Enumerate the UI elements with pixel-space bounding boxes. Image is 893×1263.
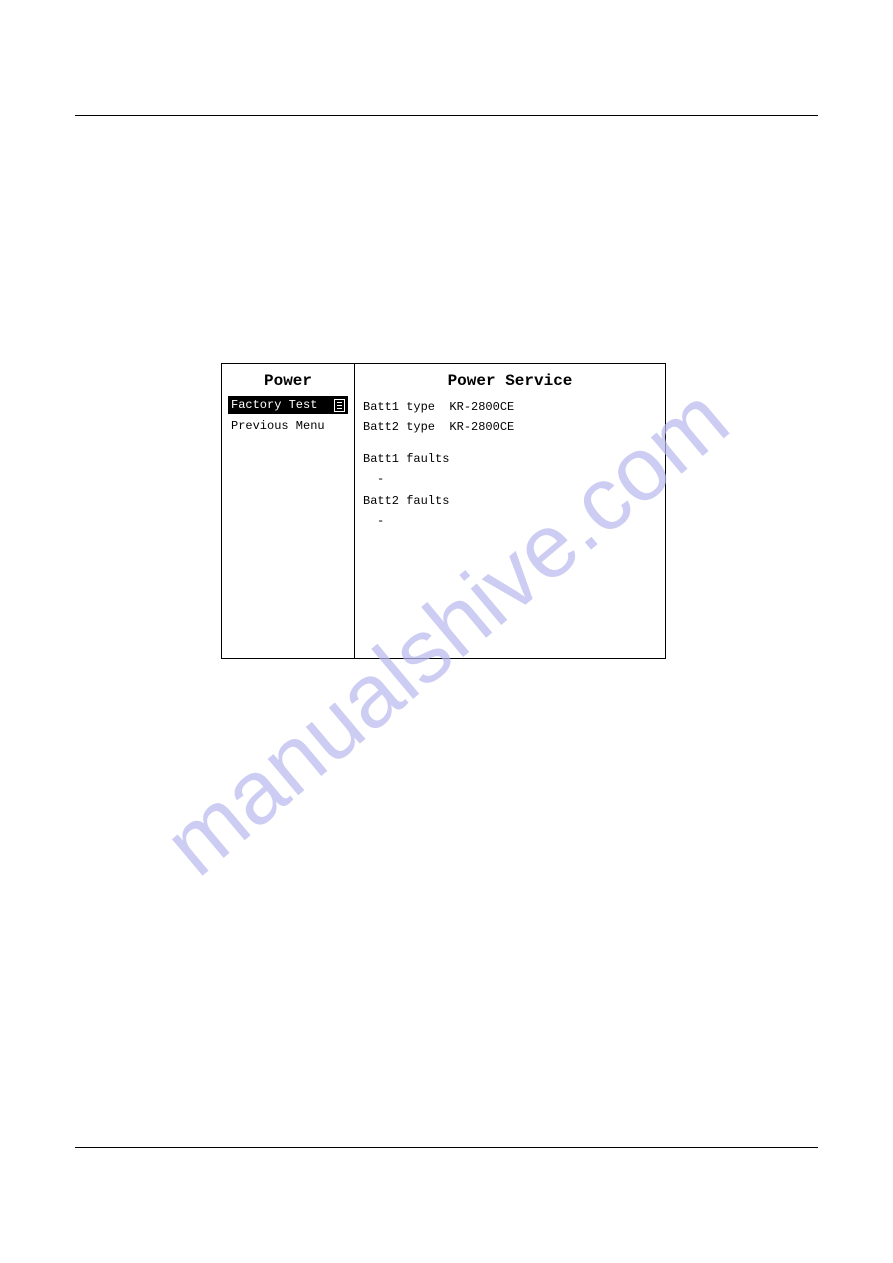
batt1-faults-label: Batt1 faults [363,452,657,466]
batt1-type-label: Batt1 type [363,400,435,414]
batt1-type-value: KR-2800CE [449,400,514,414]
batt2-type-value: KR-2800CE [449,420,514,434]
batt2-faults-value: - [363,514,657,528]
menu-item-previous[interactable]: Previous Menu [228,417,348,435]
batt2-faults-label: Batt2 faults [363,494,657,508]
menu-item-label: Factory Test [231,398,317,412]
batt2-type-label: Batt2 type [363,420,435,434]
page-bottom-rule [75,1147,818,1148]
batt1-faults-value: - [363,472,657,486]
left-panel-title: Power [228,372,348,390]
batt1-type-row: Batt1 type KR-2800CE [363,400,657,414]
left-menu-panel: Power Factory Test Previous Menu [222,364,355,658]
power-service-dialog: Power Factory Test Previous Menu Power S… [221,363,666,659]
right-panel-title: Power Service [363,372,657,390]
batt1-faults-section: Batt1 faults - [363,452,657,486]
batt2-faults-section: Batt2 faults - [363,494,657,528]
page-top-rule [75,115,818,116]
menu-item-factory-test[interactable]: Factory Test [228,396,348,414]
right-content-panel: Power Service Batt1 type KR-2800CE Batt2… [355,364,665,658]
batt2-type-row: Batt2 type KR-2800CE [363,420,657,434]
document-icon [334,399,345,412]
